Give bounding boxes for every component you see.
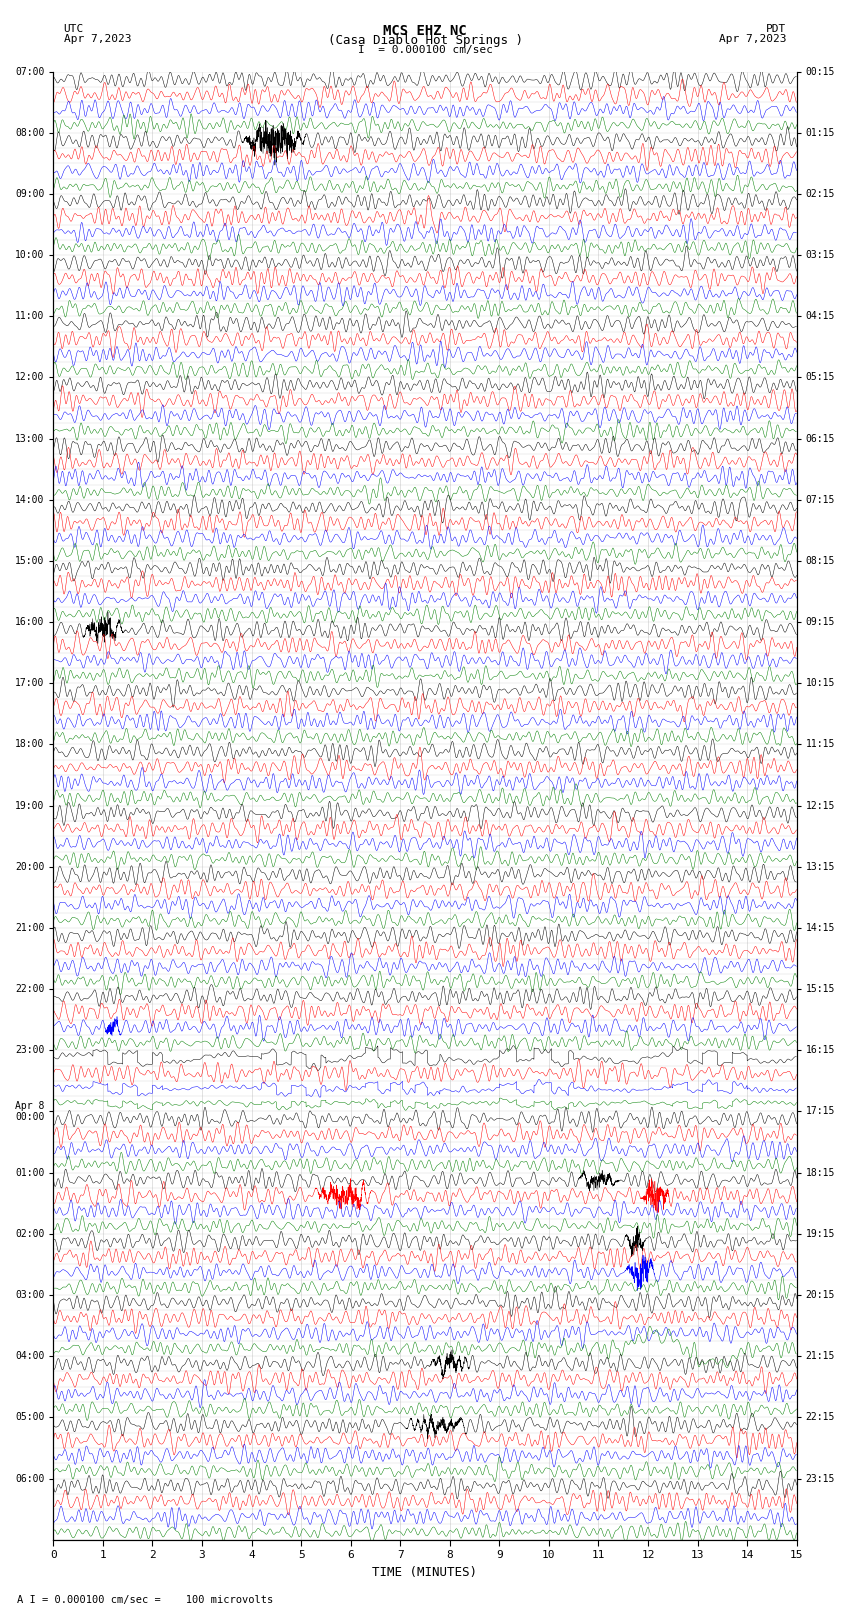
Text: I  = 0.000100 cm/sec: I = 0.000100 cm/sec: [358, 45, 492, 55]
Text: UTC: UTC: [64, 24, 84, 34]
Text: A I = 0.000100 cm/sec =    100 microvolts: A I = 0.000100 cm/sec = 100 microvolts: [17, 1595, 273, 1605]
Text: Apr 7,2023: Apr 7,2023: [64, 34, 131, 44]
Text: Apr 7,2023: Apr 7,2023: [719, 34, 786, 44]
Text: PDT: PDT: [766, 24, 786, 34]
Text: (Casa Diablo Hot Springs ): (Casa Diablo Hot Springs ): [327, 34, 523, 47]
Text: MCS EHZ NC: MCS EHZ NC: [383, 24, 467, 39]
X-axis label: TIME (MINUTES): TIME (MINUTES): [372, 1566, 478, 1579]
